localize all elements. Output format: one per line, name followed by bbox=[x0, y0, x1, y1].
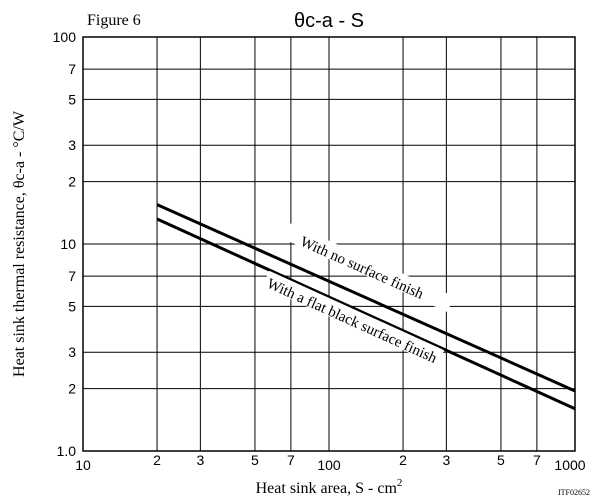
y-tick-label: 3 bbox=[68, 137, 76, 153]
y-tick-label: 3 bbox=[68, 344, 76, 360]
plot-frame bbox=[82, 36, 576, 452]
series-line bbox=[156, 203, 576, 393]
x-tick-label: 5 bbox=[497, 452, 505, 468]
y-tick-labels: 1.0 2 3 5 7 10 2 3 5 7 100 bbox=[53, 29, 77, 459]
figure-code: ITF02652 bbox=[558, 488, 590, 497]
y-tick-label: 5 bbox=[68, 91, 76, 107]
x-tick-label: 100 bbox=[317, 457, 341, 473]
series-label-bg bbox=[262, 270, 445, 366]
y-tick-label: 100 bbox=[53, 29, 77, 45]
chart-title: θc-a - S bbox=[294, 10, 364, 32]
x-tick-label: 5 bbox=[251, 452, 259, 468]
series-label-bg bbox=[271, 218, 455, 313]
y-tick-label: 2 bbox=[68, 174, 76, 190]
y-tick-label: 10 bbox=[60, 236, 76, 252]
y-tick-label: 7 bbox=[68, 61, 76, 77]
x-tick-label: 10 bbox=[75, 457, 91, 473]
y-tick-label: 5 bbox=[68, 298, 76, 314]
y-tick-label: 7 bbox=[68, 268, 76, 284]
y-axis-label: Heat sink thermal resistance, θc-a - °C/… bbox=[11, 110, 28, 377]
y-tick-label: 1.0 bbox=[57, 443, 77, 459]
x-tick-label: 1000 bbox=[554, 457, 585, 473]
x-tick-label: 2 bbox=[399, 452, 407, 468]
x-axis-label: Heat sink area, S - cm2 bbox=[256, 477, 403, 497]
series-line bbox=[156, 217, 576, 411]
x-tick-label: 3 bbox=[442, 452, 450, 468]
x-tick-label: 7 bbox=[287, 452, 295, 468]
x-tick-label: 3 bbox=[196, 452, 204, 468]
x-tick-label: 7 bbox=[533, 452, 541, 468]
x-tick-label: 2 bbox=[153, 452, 161, 468]
x-tick-labels: 10 2 3 5 7 100 2 3 5 7 1000 bbox=[75, 452, 586, 473]
y-tick-label: 2 bbox=[68, 381, 76, 397]
figure-label: Figure 6 bbox=[87, 12, 141, 29]
